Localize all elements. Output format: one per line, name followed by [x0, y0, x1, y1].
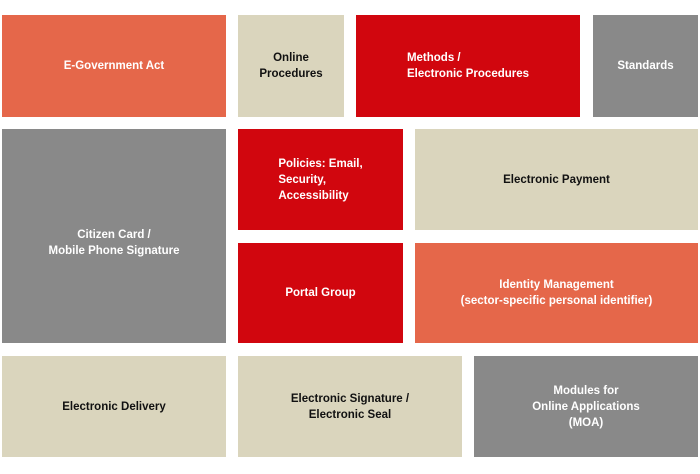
tile-label: E-Government Act [63, 60, 165, 72]
tile-portal-group: Portal Group [238, 243, 403, 343]
tile-policies: Policies: Email, Security, Accessibility [238, 129, 403, 230]
tile-label: Electronic Signature / Electronic Seal [290, 392, 410, 421]
tile-label: Identity Management (sector-specific per… [460, 279, 653, 307]
tile-methods-electronic-procedures: Methods / Electronic Procedures [356, 15, 580, 117]
tile-label: Online Procedures [259, 52, 323, 80]
tile-citizen-card: Citizen Card / Mobile Phone Signature [2, 129, 226, 343]
tile-standards: Standards [593, 15, 698, 117]
tile-electronic-signature: Electronic Signature / Electronic Seal [238, 356, 462, 457]
tile-label: Electronic Payment [503, 173, 610, 186]
tile-online-procedures: Online Procedures [238, 15, 344, 117]
tile-label: Policies: Email, Security, Accessibility [278, 157, 363, 202]
tile-electronic-payment: Electronic Payment [415, 129, 698, 230]
tile-modules-moa: Modules for Online Applications (MOA) [474, 356, 698, 457]
tile-label: Electronic Delivery [62, 400, 166, 413]
tile-e-government-act: E-Government Act [2, 15, 226, 117]
tile-label: Standards [617, 60, 674, 72]
tile-label: Modules for Online Applications (MOA) [532, 384, 640, 429]
tile-electronic-delivery: Electronic Delivery [2, 356, 226, 457]
tile-label: Methods / Electronic Procedures [406, 52, 530, 80]
tile-identity-management: Identity Management (sector-specific per… [415, 243, 698, 343]
tile-label: Citizen Card / Mobile Phone Signature [48, 229, 180, 257]
tile-label: Portal Group [285, 287, 356, 299]
